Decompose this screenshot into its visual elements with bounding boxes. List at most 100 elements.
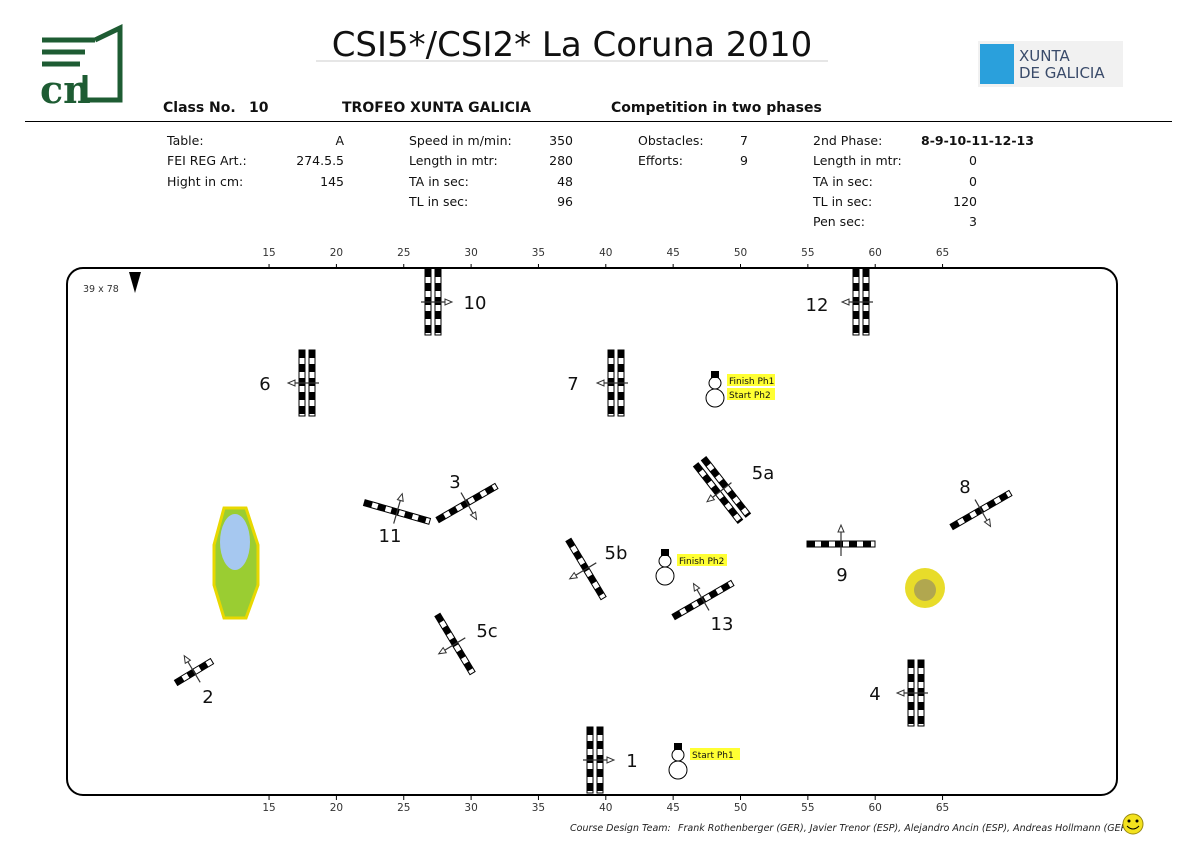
snowman-head	[708, 376, 722, 390]
snowman: Finish Ph2	[655, 549, 727, 586]
ruler-label: 25	[397, 247, 410, 259]
obstacle-number: 12	[806, 295, 829, 316]
info-label: Obstacles:	[638, 133, 704, 148]
obstacle	[840, 268, 873, 336]
title: CSI5*/CSI2* La Coruna 2010	[332, 25, 813, 65]
info-label: FEI REG Art.:	[167, 153, 247, 168]
ruler-label: 45	[666, 802, 679, 814]
obstacle-number: 5b	[605, 543, 628, 564]
arena-size: 39 x 78	[83, 284, 119, 295]
direction-arrow	[437, 646, 448, 655]
obstacle-number: 7	[567, 374, 578, 395]
snowman-hat	[674, 743, 682, 750]
obstacle	[286, 349, 319, 417]
obstacles: 10 12 6 7 5a 3 11 8 5b 9 13 5c 2 4 1	[173, 268, 1013, 794]
direction-line	[573, 562, 597, 577]
ruler-label: 45	[666, 247, 679, 259]
obstacle-number: 2	[202, 687, 213, 708]
marker-label-bg	[690, 748, 740, 760]
obstacle-number: 13	[711, 614, 734, 635]
ruler-label: 15	[262, 802, 275, 814]
ruler: 15 15 20 20 25 25 30 30 35 35 40 40 45 45 50 50 55 55 60 60…	[262, 247, 949, 814]
info-value: 9	[740, 153, 748, 168]
arena	[66, 267, 1118, 796]
direction-arrow	[396, 492, 404, 502]
sponsor-logo: XUNTA DE GALICIA	[978, 41, 1123, 87]
info-value: 0	[969, 153, 977, 168]
markers: Finish Ph1 Start Ph2 Finish Ph2 Start Ph1	[655, 371, 775, 780]
snowman-head	[671, 748, 685, 762]
direction-arrow	[286, 379, 296, 387]
obstacle-number: 5c	[476, 621, 497, 642]
direction-arrow	[183, 654, 192, 665]
north-arrow	[129, 272, 141, 293]
obstacle	[421, 268, 454, 336]
direction-arrow	[692, 582, 701, 592]
info-value: 0	[969, 174, 977, 189]
direction-line	[460, 492, 475, 516]
ruler-label: 20	[330, 247, 343, 259]
info-label: Hight in cm:	[167, 174, 243, 189]
info-value: 3	[969, 214, 977, 229]
marker-label-bg	[727, 388, 775, 400]
direction-arrow	[469, 511, 478, 521]
obstacle	[565, 537, 607, 601]
obstacle-number: 10	[464, 293, 487, 314]
direction-arrow	[983, 518, 992, 528]
sponsor-line: DE GALICIA	[1019, 64, 1105, 82]
snowman-hat	[711, 371, 719, 378]
info-value: 145	[320, 174, 344, 189]
class-number: 10	[249, 100, 269, 116]
footer-label: Course Design Team:	[570, 823, 671, 834]
marker-label: Finish Ph1	[729, 377, 774, 387]
snowman: Finish Ph1 Start Ph2	[705, 371, 775, 408]
obstacle	[692, 456, 752, 524]
info-value: 7	[740, 133, 748, 148]
sponsor-line: XUNTA	[1019, 47, 1070, 65]
direction-line	[442, 637, 466, 652]
snowman-body	[655, 566, 675, 586]
obstacle-number: 1	[626, 751, 637, 772]
info-label: TA in sec:	[812, 174, 873, 189]
logo-text: cn	[40, 67, 91, 112]
ruler-label: 50	[734, 802, 747, 814]
info-label: TL in sec:	[408, 194, 468, 209]
info-label: Efforts:	[638, 153, 683, 168]
direction-arrow	[444, 298, 454, 306]
direction-arrow	[706, 494, 716, 503]
direction-arrow	[606, 756, 616, 764]
marker-label-bg	[727, 374, 775, 386]
obstacle-number: 8	[959, 477, 970, 498]
ruler-label: 65	[936, 247, 949, 259]
info-value: 350	[549, 133, 573, 148]
obstacle-number: 11	[379, 526, 402, 547]
ruler-label: 15	[262, 247, 275, 259]
info-label: Length in mtr:	[409, 153, 498, 168]
ruler-label: 55	[801, 802, 814, 814]
info-value: 48	[557, 174, 573, 189]
obstacle-number: 6	[259, 374, 270, 395]
info-label: Table:	[166, 133, 204, 148]
obstacle	[949, 489, 1013, 531]
ruler-label: 40	[599, 802, 612, 814]
snowman-body	[668, 760, 688, 780]
ruler-label: 30	[464, 247, 477, 259]
info-label: TA in sec:	[408, 174, 469, 189]
obstacle-number: 9	[836, 565, 847, 586]
obstacle	[434, 612, 476, 676]
obstacle	[895, 659, 928, 727]
info-value: 120	[953, 194, 977, 209]
ruler-label: 65	[936, 802, 949, 814]
info-label: 2nd Phase:	[813, 133, 882, 148]
smiley	[1122, 813, 1144, 835]
marker-label: Start Ph2	[729, 391, 771, 401]
info-value: A	[335, 133, 344, 148]
info-label: Speed in m/min:	[409, 133, 512, 148]
info-table: Table: A FEI REG Art.: 274.5.5 Hight in cm: 1…	[166, 133, 1034, 229]
obstacle	[362, 492, 432, 525]
info-label: TL in sec:	[812, 194, 872, 209]
marker-label: Start Ph1	[692, 751, 734, 761]
ruler-label: 25	[397, 802, 410, 814]
obstacle	[173, 654, 215, 687]
